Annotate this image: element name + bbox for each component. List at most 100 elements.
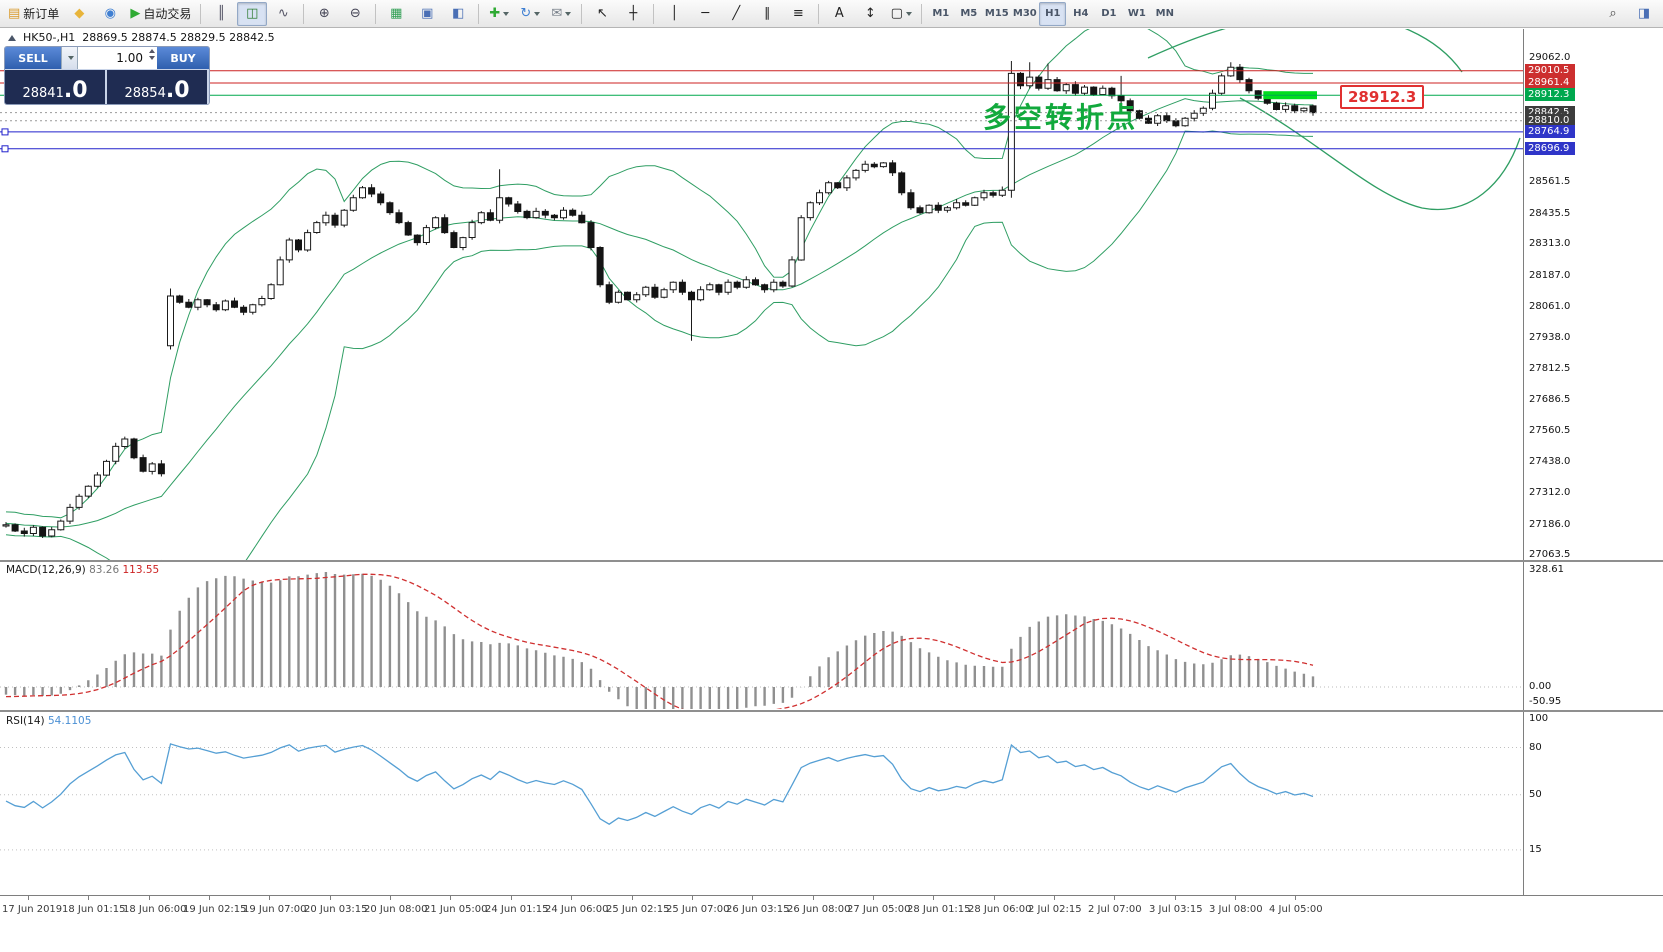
time-axis-label: 26 Jun 03:15 — [726, 904, 790, 915]
line-handle[interactable] — [1, 128, 9, 136]
price-axis-label: 28561.5 — [1529, 176, 1571, 187]
time-axis-label: 2 Jul 07:00 — [1088, 904, 1142, 915]
time-axis-tick — [873, 896, 874, 900]
one-click-toggle-button[interactable] — [8, 34, 16, 41]
templates-button[interactable]: ✉ — [546, 2, 576, 26]
cursor-button[interactable]: ↖ — [587, 2, 617, 26]
time-axis-label: 3 Jul 08:00 — [1209, 904, 1263, 915]
price-axis-label: 28187.0 — [1529, 270, 1571, 281]
price-axis-label: 28313.0 — [1529, 238, 1571, 249]
macd-panel-splitter[interactable] — [0, 560, 1663, 562]
timeframe-m15-button[interactable]: M15 — [984, 8, 1009, 19]
bar-chart-button[interactable]: ║ — [206, 2, 236, 26]
buy-price-main: 28854 — [124, 85, 166, 101]
price-axis-label: 27686.5 — [1529, 394, 1571, 405]
indicators-button[interactable]: ▦ — [381, 2, 411, 26]
search-button[interactable]: ⌕ — [1598, 2, 1628, 26]
stepper-up-button[interactable] — [149, 49, 155, 53]
auto-scroll-button[interactable]: ↻ — [515, 2, 545, 26]
market-watch-icon-button[interactable]: ◉ — [95, 2, 125, 26]
crosshair-button[interactable]: ┼ — [618, 2, 648, 26]
price-tag-29010.5: 29010.5 — [1525, 64, 1575, 77]
trendline-button[interactable]: ╱ — [721, 2, 751, 26]
time-axis-tick — [1054, 896, 1055, 900]
trendline-icon: ╱ — [732, 6, 741, 21]
text-button[interactable]: A — [824, 2, 854, 26]
tile-windows-button[interactable]: ◧ — [443, 2, 473, 26]
timeframe-h4-button[interactable]: H4 — [1073, 8, 1089, 19]
drawn-curve[interactable] — [1147, 14, 1463, 73]
stepper-down-button[interactable] — [149, 56, 155, 60]
buy-button[interactable]: BUY — [157, 47, 209, 69]
bar-chart-icon: ║ — [217, 6, 226, 21]
zoom-in-icon: ⊕ — [318, 6, 330, 21]
time-axis-label: 24 Jun 06:00 — [545, 904, 609, 915]
drawn-curve[interactable] — [1239, 97, 1521, 210]
time-axis-tick — [28, 896, 29, 900]
time-axis-tick — [1175, 896, 1176, 900]
channel-button[interactable]: ∥ — [752, 2, 782, 26]
sell-price-display[interactable]: 28841.0 — [5, 70, 105, 104]
cursor-icon: ↖ — [596, 6, 608, 21]
time-axis-label: 21 Jun 05:00 — [424, 904, 488, 915]
metaeditor-icon-button[interactable]: ◆ — [64, 2, 94, 26]
new-order-button[interactable]: ▤ 新订单 — [4, 2, 63, 26]
indicators-icon: ▦ — [390, 6, 403, 21]
time-axis-label: 2 Jul 02:15 — [1028, 904, 1082, 915]
fibonacci-button[interactable]: ≡ — [783, 2, 813, 26]
time-axis-tick — [813, 896, 814, 900]
timeframe-mn-button[interactable]: MN — [1155, 8, 1174, 19]
time-axis-label: 25 Jun 02:15 — [606, 904, 670, 915]
sell-button[interactable]: SELL — [5, 47, 61, 69]
horizontal-levels-layer — [0, 70, 1523, 153]
shapes-dropdown-button[interactable]: ▢ — [886, 2, 916, 26]
candlestick-chart-button[interactable]: ◫ — [237, 1, 268, 26]
time-axis-tick — [511, 896, 512, 900]
zoom-out-icon: ⊖ — [349, 6, 361, 21]
zoom-out-button[interactable]: ⊖ — [340, 2, 370, 26]
vertical-line-button[interactable]: │ — [659, 2, 689, 26]
time-axis-label: 26 Jun 08:00 — [787, 904, 851, 915]
time-axis-tick — [692, 896, 693, 900]
new-order-icon: ▤ — [8, 6, 21, 21]
horizontal-line-icon: ─ — [701, 6, 710, 21]
time-axis-label: 24 Jun 01:15 — [485, 904, 549, 915]
rsi-panel-splitter[interactable] — [0, 710, 1663, 712]
toolbar: ▤ 新订单 ◆ ◉ ▶ 自动交易 ║ ◫ ∿ ⊕ ⊖ ▦ ▣ ◧ ✚ ↻ ✉ ↖ ┼ │ ─ ╱ ∥ ≡ A ↕ ▢ M1 M5 M15 M… — [0, 0, 1663, 28]
auto-trading-button[interactable]: ▶ 自动交易 — [126, 2, 195, 26]
bear-candles — [11, 66, 1317, 537]
horizontal-line-button[interactable]: ─ — [690, 2, 720, 26]
chart-window-button[interactable]: ◨ — [1629, 2, 1659, 26]
arrows-button[interactable]: ↕ — [855, 2, 885, 26]
volume-dropdown-button[interactable] — [61, 47, 78, 69]
rsi-indicator-label: RSI(14) 54.1105 — [6, 715, 92, 727]
time-axis[interactable]: 17 Jun 2019 18 Jun 01:15 18 Jun 06:00 19 Ju… — [0, 895, 1663, 936]
macd-axis-label: -50.95 — [1529, 696, 1562, 707]
timeframe-m30-button[interactable]: M30 — [1012, 8, 1037, 19]
new-chart-button[interactable]: ✚ — [484, 2, 514, 26]
toolbar-separator — [478, 3, 480, 24]
line-handle[interactable] — [1, 145, 9, 153]
price-tag-28912.3: 28912.3 — [1525, 88, 1575, 101]
price-tag-28696.9: 28696.9 — [1525, 142, 1575, 155]
timeframe-d1-button[interactable]: D1 — [1101, 8, 1117, 19]
time-axis-label: 17 Jun 2019 — [2, 904, 63, 915]
time-axis-tick — [209, 896, 210, 900]
price-axis[interactable] — [1523, 29, 1663, 895]
buy-price-display[interactable]: 28854.0 — [107, 70, 207, 104]
timeframe-h1-button[interactable]: H1 — [1039, 1, 1067, 26]
zoom-in-button[interactable]: ⊕ — [309, 2, 339, 26]
line-chart-button[interactable]: ∿ — [268, 2, 298, 26]
price-callout[interactable]: 28912.3 — [1340, 85, 1425, 109]
channel-icon: ∥ — [764, 6, 771, 21]
time-axis-label: 19 Jun 02:15 — [183, 904, 247, 915]
cascade-windows-button[interactable]: ▣ — [412, 2, 442, 26]
timeframe-m5-button[interactable]: M5 — [960, 8, 978, 19]
volume-input[interactable]: 1.00 — [78, 47, 157, 69]
time-axis-tick — [330, 896, 331, 900]
timeframe-m1-button[interactable]: M1 — [932, 8, 950, 19]
time-axis-tick — [933, 896, 934, 900]
chevron-down-icon — [68, 56, 74, 60]
timeframe-w1-button[interactable]: W1 — [1127, 8, 1146, 19]
